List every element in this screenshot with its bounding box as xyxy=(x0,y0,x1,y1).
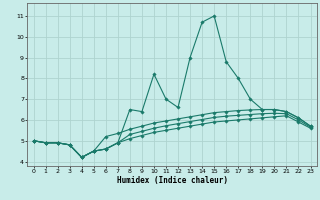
X-axis label: Humidex (Indice chaleur): Humidex (Indice chaleur) xyxy=(116,176,228,185)
